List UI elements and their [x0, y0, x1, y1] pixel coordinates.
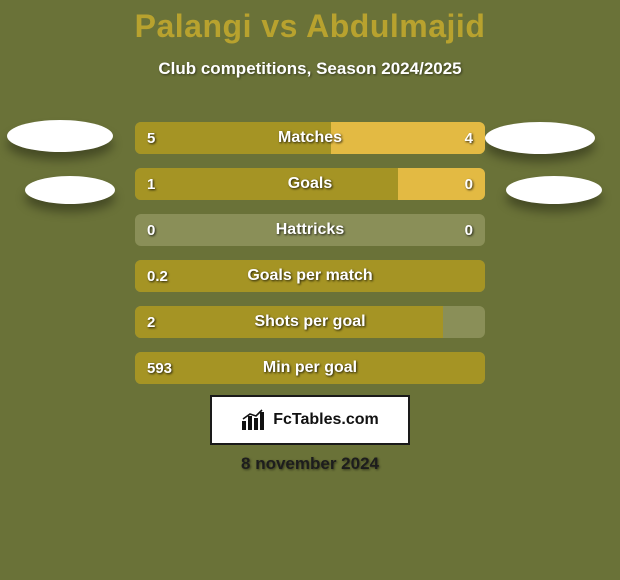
player-left-name: Palangi	[135, 8, 252, 44]
page-title: Palangi vs Abdulmajid	[0, 0, 620, 45]
stat-row: 2Shots per goal	[135, 306, 485, 338]
stat-row: 593Min per goal	[135, 352, 485, 384]
avatar	[485, 122, 595, 154]
bar-left	[135, 122, 331, 154]
stat-row: 0 0Hattricks	[135, 214, 485, 246]
player-right-name: Abdulmajid	[306, 8, 485, 44]
stat-row: 54Matches	[135, 122, 485, 154]
brand-text: FcTables.com	[273, 411, 379, 429]
bar-right	[331, 122, 485, 154]
bar-left	[135, 306, 443, 338]
bar-left	[135, 352, 485, 384]
bar-left	[135, 168, 398, 200]
date-line: 8 november 2024	[0, 454, 620, 474]
brand-badge[interactable]: FcTables.com	[210, 395, 410, 445]
bar-left	[135, 260, 485, 292]
stat-row: 0.2Goals per match	[135, 260, 485, 292]
stat-row: 10Goals	[135, 168, 485, 200]
stat-label: Hattricks	[135, 214, 485, 246]
subtitle: Club competitions, Season 2024/2025	[0, 59, 620, 79]
stage: Palangi vs Abdulmajid Club competitions,…	[0, 0, 620, 580]
bar-right	[398, 168, 486, 200]
value-left: 0	[147, 214, 155, 246]
avatar	[7, 120, 113, 152]
vs-separator: vs	[261, 8, 298, 44]
avatar	[506, 176, 602, 204]
value-right: 0	[465, 214, 473, 246]
comparison-chart: 54Matches 10Goals 0 0Hattricks 0.2Goals per …	[135, 122, 485, 398]
brand-chart-icon	[241, 409, 267, 431]
avatar	[25, 176, 115, 204]
